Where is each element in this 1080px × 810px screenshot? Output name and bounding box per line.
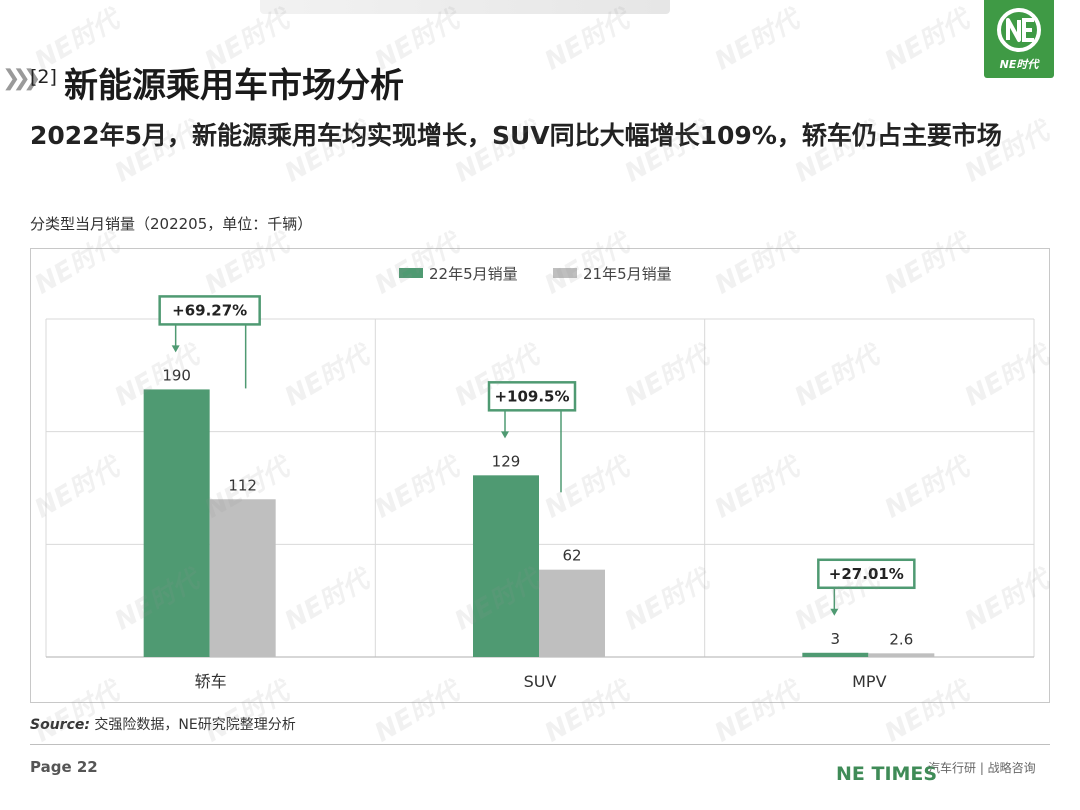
- bar-2021: [209, 499, 276, 657]
- data-label: 3: [831, 630, 841, 648]
- section-chevron-icon: ❯❯❯: [2, 66, 41, 91]
- category-label: SUV: [524, 672, 557, 691]
- bar-2021: [868, 653, 935, 657]
- source-text: 交强险数据，NE研究院整理分析: [94, 717, 296, 733]
- data-label: 2.6: [889, 630, 913, 648]
- ne-logo-mark-icon: [997, 8, 1041, 52]
- footer-tagline: 汽车行研 | 战略咨询: [928, 761, 1036, 775]
- growth-arrow-head: [171, 345, 180, 353]
- legend-swatch-2: [553, 268, 577, 278]
- data-label: 129: [492, 452, 521, 470]
- category-label: 轿车: [195, 672, 227, 691]
- growth-label: +69.27%: [172, 301, 247, 319]
- watermark-text: NE时代: [879, 4, 975, 77]
- source-note: Source: 交强险数据，NE研究院整理分析: [30, 714, 296, 734]
- growth-label: +27.01%: [829, 565, 904, 583]
- bar-2022: [143, 389, 210, 657]
- category-label: MPV: [852, 672, 886, 691]
- top-decoration-bar: [260, 0, 670, 14]
- bar-2022: [473, 475, 539, 657]
- growth-box: [487, 381, 577, 412]
- data-label: 112: [228, 476, 257, 494]
- source-label: Source:: [30, 717, 90, 733]
- data-label: 190: [162, 366, 191, 384]
- footer-brand: NE TIMES: [836, 763, 938, 785]
- page-title: 新能源乘用车市场分析: [64, 66, 404, 106]
- chart-label: 分类型当月销量（202205，单位：千辆）: [30, 215, 313, 233]
- bar-2021: [539, 569, 605, 657]
- growth-arrow-head: [830, 608, 839, 616]
- legend-swatch-1: [399, 268, 423, 278]
- bar-chart: 22年5月销量 21年5月销量 190 112 轿车 +69.27% 129 62 SUV +10…: [45, 265, 1035, 691]
- bar-2022: [802, 652, 869, 657]
- legend-label-1: 22年5月销量: [429, 265, 518, 283]
- watermark-text: NE时代: [709, 4, 805, 77]
- growth-arrow-head: [501, 431, 509, 439]
- page-subtitle: 2022年5月，新能源乘用车均实现增长，SUV同比大幅增长109%，轿车仍占主要…: [30, 121, 1002, 150]
- chart-frame: 22年5月销量 21年5月销量 190 112 轿车 +69.27% 129 62 SUV +10…: [30, 248, 1050, 703]
- legend-label-2: 21年5月销量: [583, 265, 672, 283]
- ne-logo: NE时代: [984, 0, 1054, 78]
- growth-label: +109.5%: [494, 387, 569, 405]
- growth-box: [158, 295, 261, 326]
- section-number: [2]: [30, 66, 57, 88]
- page-number: Page 22: [30, 758, 98, 776]
- footer-divider: [30, 744, 1050, 745]
- data-label: 62: [562, 547, 581, 565]
- logo-text: NE时代: [999, 58, 1039, 71]
- growth-box: [817, 558, 916, 590]
